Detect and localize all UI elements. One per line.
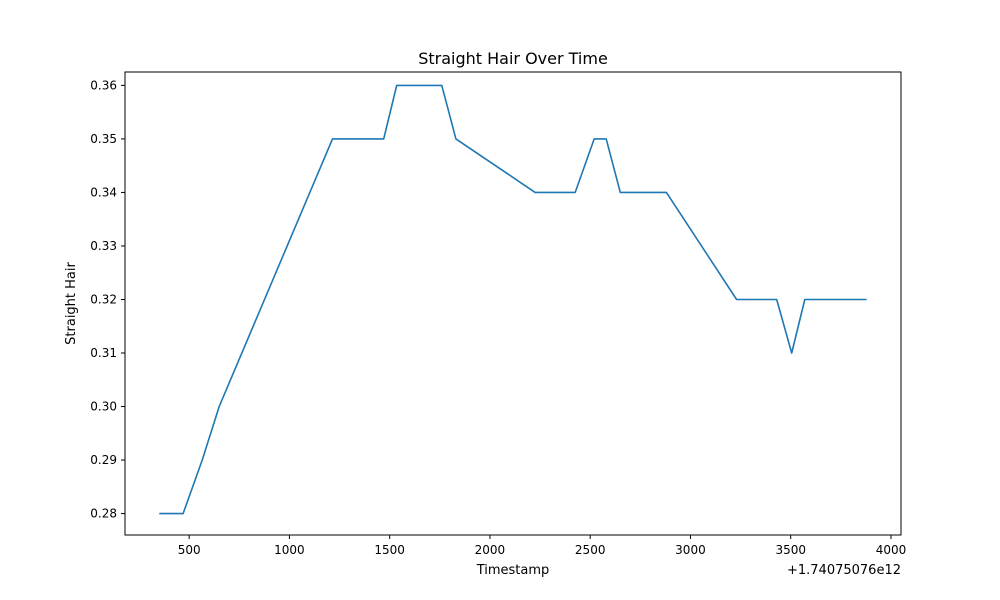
y-tick-label: 0.28 <box>90 507 117 521</box>
x-tick-label: 500 <box>178 543 201 557</box>
plot-background <box>125 72 901 535</box>
y-tick-label: 0.35 <box>90 132 117 146</box>
x-tick-label: 1500 <box>374 543 405 557</box>
y-axis: 0.28 0.29 0.30 0.31 0.32 0.33 0.34 0.35 0.36 <box>90 78 125 521</box>
x-tick-label: 3000 <box>675 543 706 557</box>
x-axis-offset-label: +1.74075076e12 <box>787 563 901 578</box>
y-tick-label: 0.34 <box>90 185 117 199</box>
x-axis: 500 1000 1500 2000 2500 3000 3500 4000 <box>178 535 907 557</box>
x-tick-label: 2500 <box>575 543 606 557</box>
plot-frame <box>124 71 902 536</box>
y-tick-label: 0.29 <box>90 453 117 467</box>
x-tick-label: 3500 <box>775 543 806 557</box>
y-tick-label: 0.30 <box>90 400 117 414</box>
y-axis-label: Straight Hair <box>64 262 79 345</box>
y-tick-label: 0.33 <box>90 239 117 253</box>
chart-title: Straight Hair Over Time <box>418 49 608 68</box>
x-tick-label: 4000 <box>876 543 907 557</box>
series-layer <box>159 84 867 515</box>
y-tick-label: 0.36 <box>90 78 117 92</box>
x-tick-label: 2000 <box>475 543 506 557</box>
x-tick-label: 1000 <box>274 543 305 557</box>
series-line <box>159 84 867 515</box>
y-tick-label: 0.31 <box>90 346 117 360</box>
x-axis-label: Timestamp <box>476 563 550 578</box>
y-tick-label: 0.32 <box>90 292 117 306</box>
plot-area <box>124 71 902 536</box>
